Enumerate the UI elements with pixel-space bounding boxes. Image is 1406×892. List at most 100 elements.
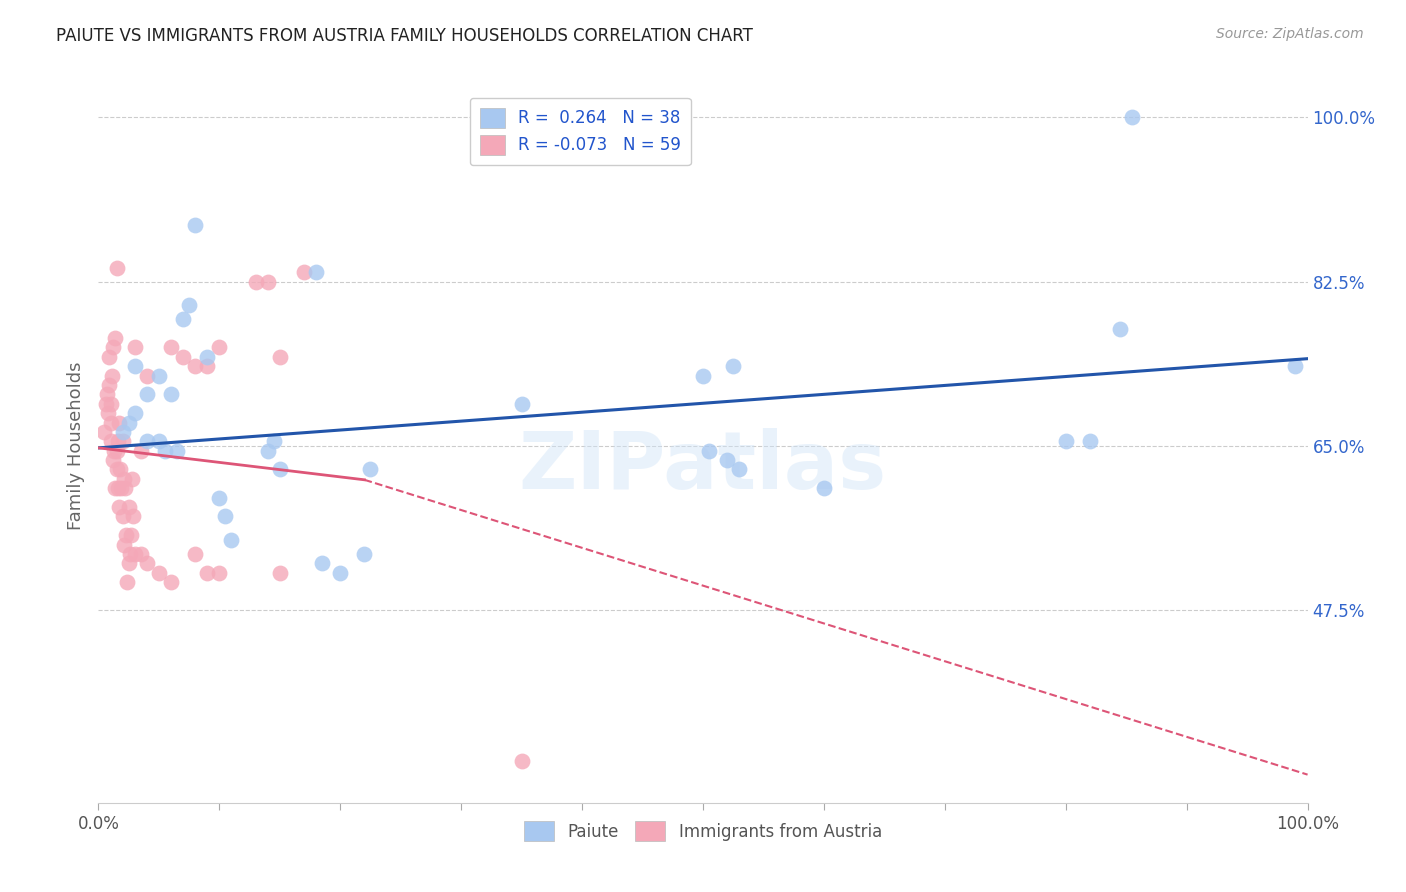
Point [115, 528, 138, 542]
Point [195, 566, 218, 580]
Point [104, 331, 127, 345]
Point [111, 425, 134, 439]
Point [697, 443, 720, 458]
Point [256, 275, 278, 289]
Point [104, 481, 127, 495]
Point [305, 265, 328, 279]
Point [98, 350, 121, 364]
Point [1121, 111, 1143, 125]
Point [108, 416, 131, 430]
Point [263, 434, 285, 449]
Point [120, 528, 142, 542]
Point [108, 500, 131, 514]
Point [329, 566, 352, 580]
Point [208, 491, 231, 505]
Point [166, 443, 188, 458]
Text: PAIUTE VS IMMIGRANTS FROM AUSTRIA FAMILY HOUSEHOLDS CORRELATION CHART: PAIUTE VS IMMIGRANTS FROM AUSTRIA FAMILY… [56, 27, 754, 45]
Point [100, 368, 122, 383]
Point [111, 509, 134, 524]
Point [135, 557, 157, 571]
Point [124, 547, 146, 561]
Point [813, 481, 835, 495]
Point [179, 298, 201, 312]
Point [107, 434, 129, 449]
Point [118, 547, 141, 561]
Point [105, 260, 128, 275]
Point [172, 350, 194, 364]
Point [148, 368, 170, 383]
Point [269, 462, 291, 476]
Point [121, 472, 143, 486]
Point [184, 547, 207, 561]
Point [184, 219, 207, 233]
Point [129, 547, 152, 561]
Point [135, 387, 157, 401]
Point [256, 443, 278, 458]
Point [100, 397, 122, 411]
Point [716, 453, 738, 467]
Point [172, 312, 194, 326]
Text: Source: ZipAtlas.com: Source: ZipAtlas.com [1216, 27, 1364, 41]
Point [208, 340, 231, 354]
Point [108, 462, 131, 476]
Point [208, 566, 231, 580]
Point [723, 359, 745, 374]
Point [118, 416, 141, 430]
Point [124, 406, 146, 420]
Point [195, 350, 218, 364]
Y-axis label: Family Households: Family Households [66, 362, 84, 530]
Point [112, 472, 135, 486]
Point [105, 443, 128, 458]
Point [118, 557, 141, 571]
Point [1054, 434, 1077, 449]
Point [114, 481, 136, 495]
Legend: Paiute, Immigrants from Austria: Paiute, Immigrants from Austria [517, 814, 889, 848]
Point [160, 575, 183, 590]
Point [245, 275, 267, 289]
Point [101, 340, 124, 354]
Point [292, 265, 315, 279]
Point [510, 754, 533, 768]
Point [195, 359, 218, 374]
Point [135, 434, 157, 449]
Point [94, 397, 117, 411]
Point [107, 481, 129, 495]
Point [98, 378, 121, 392]
Point [101, 453, 124, 467]
Point [103, 443, 125, 458]
Point [692, 368, 714, 383]
Point [311, 557, 333, 571]
Point [105, 462, 128, 476]
Point [148, 434, 170, 449]
Point [353, 547, 375, 561]
Point [111, 434, 134, 449]
Point [160, 387, 183, 401]
Point [221, 533, 243, 547]
Point [122, 509, 145, 524]
Point [117, 575, 139, 590]
Point [124, 359, 146, 374]
Point [184, 359, 207, 374]
Point [510, 397, 533, 411]
Point [97, 406, 120, 420]
Point [728, 462, 751, 476]
Point [1078, 434, 1101, 449]
Point [153, 443, 176, 458]
Point [93, 425, 115, 439]
Point [160, 340, 183, 354]
Point [360, 462, 382, 476]
Point [1284, 359, 1306, 374]
Point [1109, 321, 1132, 335]
Point [110, 481, 132, 495]
Text: ZIPatlas: ZIPatlas [519, 428, 887, 507]
Point [135, 368, 157, 383]
Point [100, 416, 122, 430]
Point [100, 434, 122, 449]
Point [124, 340, 146, 354]
Point [269, 566, 291, 580]
Point [96, 387, 118, 401]
Point [129, 443, 152, 458]
Point [214, 509, 236, 524]
Point [269, 350, 291, 364]
Point [118, 500, 141, 514]
